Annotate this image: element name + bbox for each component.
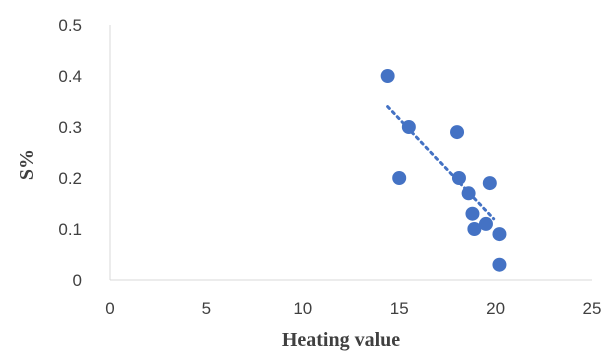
data-point xyxy=(380,69,395,83)
data-point xyxy=(467,222,482,236)
y-axis-title: S% xyxy=(16,149,38,180)
x-tick-label: 20 xyxy=(486,299,505,318)
y-tick-label: 0.2 xyxy=(58,169,82,188)
y-tick-label: 0.3 xyxy=(58,118,82,137)
data-point xyxy=(492,257,507,272)
y-tick-label: 0 xyxy=(73,271,82,290)
data-point xyxy=(478,216,493,231)
data-point xyxy=(450,125,465,140)
y-tick-label: 0.4 xyxy=(58,67,82,86)
x-tick-label: 0 xyxy=(105,299,114,318)
tick-labels: 0 0.1 0.2 0.3 0.4 0.5 0 5 10 15 20 25 xyxy=(58,16,601,318)
y-tick-label: 0.5 xyxy=(58,16,82,35)
x-tick-label: 15 xyxy=(390,299,409,318)
data-point xyxy=(482,176,497,191)
axes-layer xyxy=(109,25,592,281)
data-point xyxy=(492,227,507,242)
trendline xyxy=(386,105,496,221)
data-point xyxy=(401,120,416,134)
data-point xyxy=(392,171,407,185)
x-tick-label: 25 xyxy=(583,299,602,318)
data-point xyxy=(451,171,466,185)
x-tick-label: 10 xyxy=(293,299,312,318)
x-axis-title: Heating value xyxy=(282,329,400,351)
trendline-layer xyxy=(386,105,496,221)
y-tick-label: 0.1 xyxy=(58,220,82,239)
x-tick-label: 5 xyxy=(202,299,211,318)
data-point xyxy=(461,186,476,201)
data-points xyxy=(380,69,507,272)
data-point xyxy=(465,206,480,221)
